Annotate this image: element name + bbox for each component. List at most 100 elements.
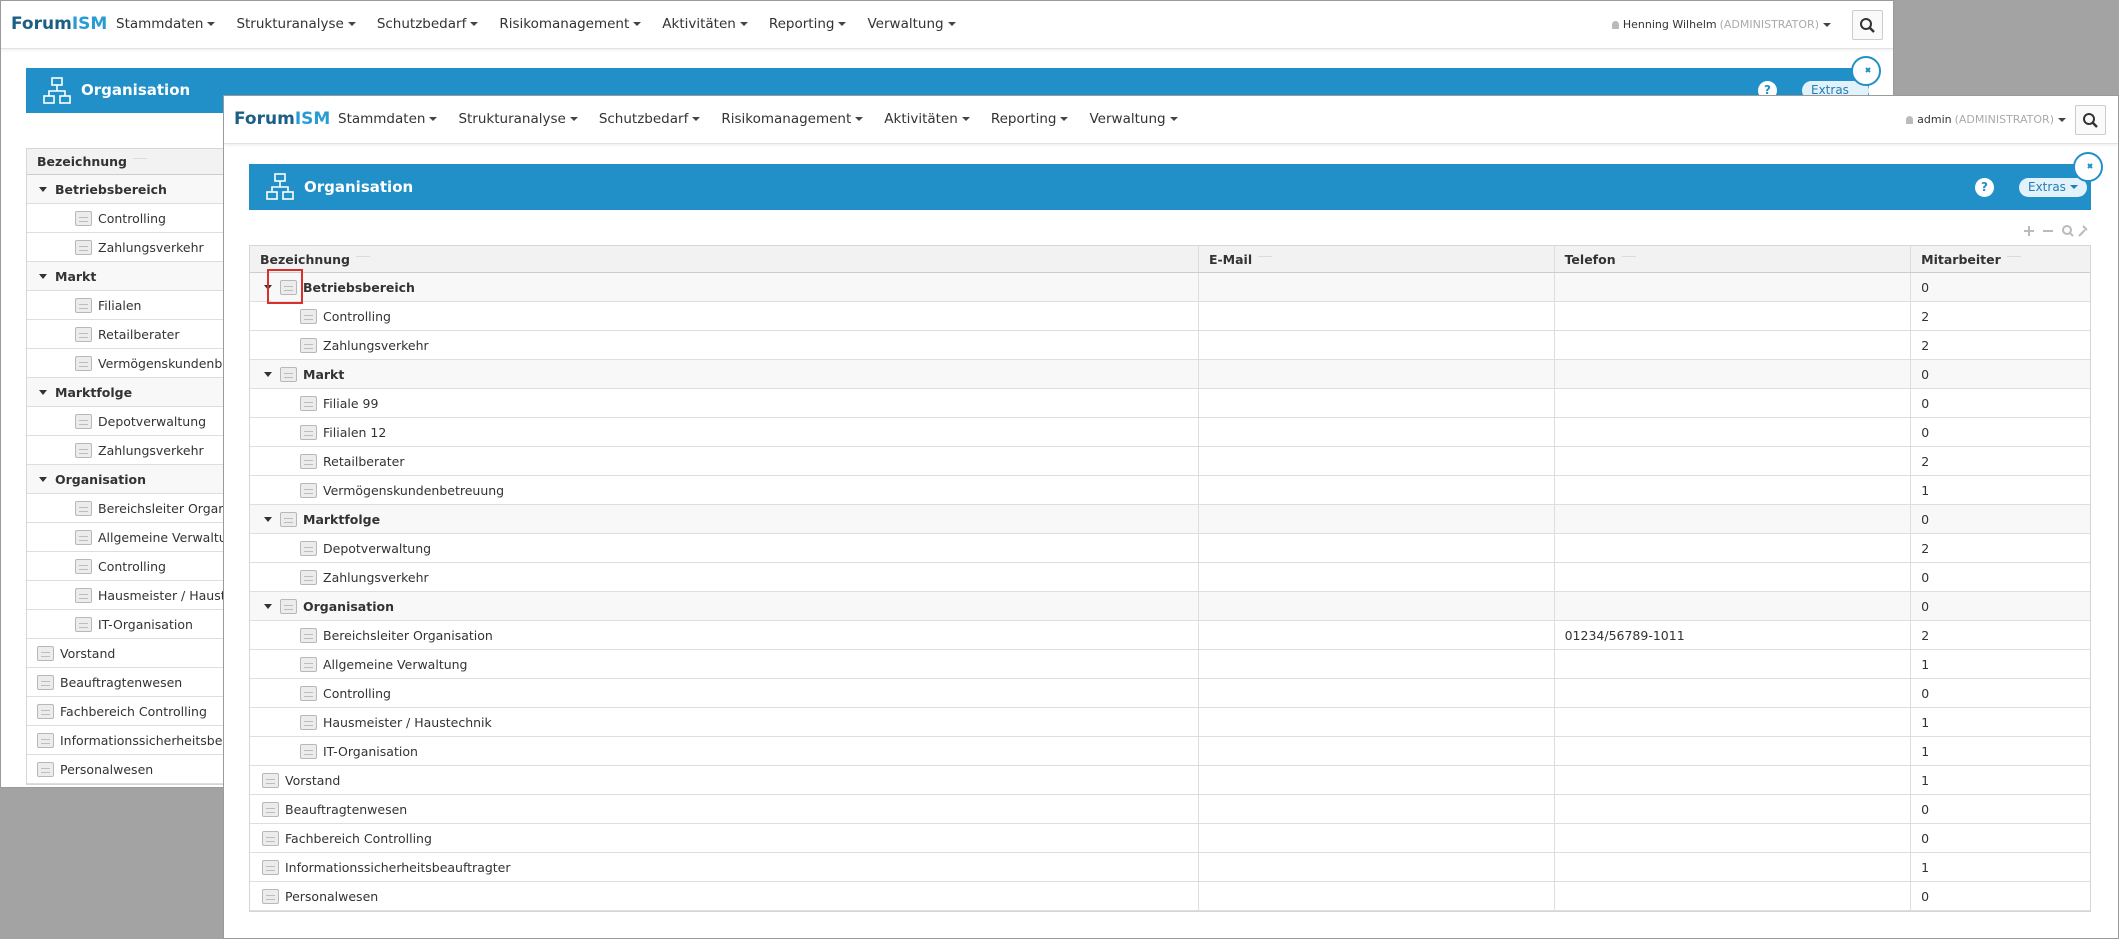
menu-item[interactable]: Strukturanalyse bbox=[236, 1, 356, 48]
table-row[interactable]: Allgemeine Verwaltung 1 bbox=[250, 650, 2090, 679]
menu-label: Schutzbedarf bbox=[598, 111, 689, 127]
unit-name: Markt bbox=[55, 268, 97, 284]
unit-name: Personalwesen bbox=[60, 761, 154, 777]
table-row[interactable]: Bereichsleiter Organisation 01234/56789-1… bbox=[250, 621, 2090, 650]
expand-toggle[interactable] bbox=[264, 371, 272, 377]
email-cell bbox=[1199, 795, 1555, 823]
unit-name: Controlling bbox=[323, 308, 391, 324]
unit-name: Bereichsleiter Organisation bbox=[323, 627, 493, 643]
expand-toggle[interactable] bbox=[39, 186, 47, 192]
table-row[interactable]: Organisation 0 bbox=[250, 592, 2090, 621]
name-cell: Vermögenskundenbetreuung bbox=[250, 476, 1199, 504]
org-chart-icon bbox=[43, 77, 71, 104]
phone-cell bbox=[1555, 273, 1912, 301]
table-row[interactable]: Controlling 0 bbox=[250, 679, 2090, 708]
close-icon bbox=[2087, 163, 2093, 169]
expand-toggle[interactable] bbox=[39, 389, 47, 395]
table-row[interactable]: Filiale 99 0 bbox=[250, 389, 2090, 418]
unit-icon bbox=[262, 830, 279, 846]
search-button[interactable] bbox=[2075, 104, 2106, 135]
unit-name: Personalwesen bbox=[285, 888, 379, 904]
table-row[interactable]: Markt 0 bbox=[250, 360, 2090, 389]
expand-toggle[interactable] bbox=[39, 273, 47, 279]
table-row[interactable]: IT-Organisation 1 bbox=[250, 737, 2090, 766]
menu-item[interactable]: Reporting bbox=[769, 1, 847, 48]
unit-icon bbox=[37, 703, 54, 719]
expand-toggle[interactable] bbox=[39, 476, 47, 482]
table-row[interactable]: Controlling 2 bbox=[250, 302, 2090, 331]
panel-title: Organisation bbox=[81, 81, 191, 99]
expand-toggle[interactable] bbox=[264, 603, 272, 609]
table-row[interactable]: Informationssicherheitsbeauftragter 1 bbox=[250, 853, 2090, 882]
menu-caret bbox=[429, 117, 438, 121]
brand-logo[interactable]: ForumISM bbox=[234, 96, 330, 143]
sort-indicator bbox=[1621, 255, 1636, 263]
user-name: admin bbox=[1917, 113, 1952, 126]
table-row[interactable]: Vermögenskundenbetreuung 1 bbox=[250, 476, 2090, 505]
table-row[interactable]: Fachbereich Controlling 0 bbox=[250, 824, 2090, 853]
menu-item[interactable]: Schutzbedarf bbox=[599, 96, 701, 143]
unit-icon bbox=[75, 297, 92, 313]
expand-toggle[interactable] bbox=[264, 516, 272, 522]
unit-name: Beauftragtenwesen bbox=[60, 674, 183, 690]
brand-logo[interactable]: ForumISM bbox=[11, 1, 107, 48]
table-row[interactable]: Personalwesen 0 bbox=[250, 882, 2090, 911]
menu-item[interactable]: Aktivitäten bbox=[884, 96, 970, 143]
close-button[interactable] bbox=[2073, 152, 2103, 182]
menu-item[interactable]: Stammdaten bbox=[338, 96, 438, 143]
unit-icon bbox=[280, 511, 297, 527]
menu-item[interactable]: Risikomanagement bbox=[721, 96, 864, 143]
menu-item[interactable]: Verwaltung bbox=[1089, 96, 1178, 143]
help-button[interactable]: ? bbox=[1975, 177, 1994, 197]
staff-count: 0 bbox=[1921, 569, 1930, 585]
menu-item[interactable]: Schutzbedarf bbox=[377, 1, 479, 48]
column-header[interactable]: Bezeichnung bbox=[250, 246, 1199, 272]
email-cell bbox=[1199, 331, 1555, 359]
table-row[interactable]: Beauftragtenwesen 0 bbox=[250, 795, 2090, 824]
table-row[interactable]: Betriebsbereich 0 bbox=[250, 273, 2090, 302]
unit-name: Controlling bbox=[323, 685, 391, 701]
unit-name: Organisation bbox=[55, 471, 146, 487]
extras-button[interactable]: Extras bbox=[2019, 177, 2087, 197]
search-button[interactable] bbox=[1852, 9, 1883, 40]
staff-count: 0 bbox=[1921, 366, 1930, 382]
highlight-box bbox=[267, 269, 303, 304]
name-cell: Beauftragtenwesen bbox=[27, 668, 1868, 696]
menu-item[interactable]: Verwaltung bbox=[867, 1, 956, 48]
menu-item[interactable]: Stammdaten bbox=[116, 1, 216, 48]
name-cell: Retailberater bbox=[250, 447, 1199, 475]
column-header[interactable]: Telefon bbox=[1555, 246, 1912, 272]
name-cell: IT-Organisation bbox=[27, 610, 1868, 638]
column-header[interactable]: Bezeichnung bbox=[27, 149, 1868, 174]
phone-cell bbox=[1555, 505, 1912, 533]
email-cell bbox=[1199, 447, 1555, 475]
table-row[interactable]: Zahlungsverkehr 0 bbox=[250, 563, 2090, 592]
menu-caret bbox=[207, 22, 216, 26]
close-button[interactable] bbox=[1851, 56, 1881, 86]
email-cell bbox=[1199, 882, 1555, 910]
staff-count: 0 bbox=[1921, 598, 1930, 614]
table-row[interactable]: Filialen 12 0 bbox=[250, 418, 2090, 447]
table-row[interactable]: Hausmeister / Haustechnik 1 bbox=[250, 708, 2090, 737]
table-row[interactable]: Marktfolge 0 bbox=[250, 505, 2090, 534]
table-row[interactable]: Zahlungsverkehr 2 bbox=[250, 331, 2090, 360]
menu-item[interactable]: Risikomanagement bbox=[499, 1, 642, 48]
tool-icons[interactable] bbox=[2021, 223, 2091, 239]
menu-item[interactable]: Strukturanalyse bbox=[458, 96, 578, 143]
unit-icon bbox=[75, 616, 92, 632]
menu-label: Reporting bbox=[990, 111, 1057, 127]
menu-item[interactable]: Reporting bbox=[991, 96, 1069, 143]
extras-label: Extras bbox=[1811, 83, 1849, 97]
phone-cell bbox=[1555, 853, 1912, 881]
menu-item[interactable]: Aktivitäten bbox=[662, 1, 748, 48]
column-header[interactable]: Mitarbeiter bbox=[1911, 246, 2090, 272]
column-header[interactable]: E-Mail bbox=[1199, 246, 1555, 272]
table-row[interactable]: Retailberater 2 bbox=[250, 447, 2090, 476]
unit-name: Betriebsbereich bbox=[303, 279, 415, 295]
table-row[interactable]: Vorstand 1 bbox=[250, 766, 2090, 795]
user-menu[interactable]: Henning Wilhelm (ADMINISTRATOR) bbox=[1611, 1, 1831, 48]
user-menu[interactable]: admin (ADMINISTRATOR) bbox=[1906, 96, 2066, 143]
unit-icon bbox=[75, 558, 92, 574]
table-row[interactable]: Depotverwaltung 2 bbox=[250, 534, 2090, 563]
email-cell bbox=[1199, 476, 1555, 504]
